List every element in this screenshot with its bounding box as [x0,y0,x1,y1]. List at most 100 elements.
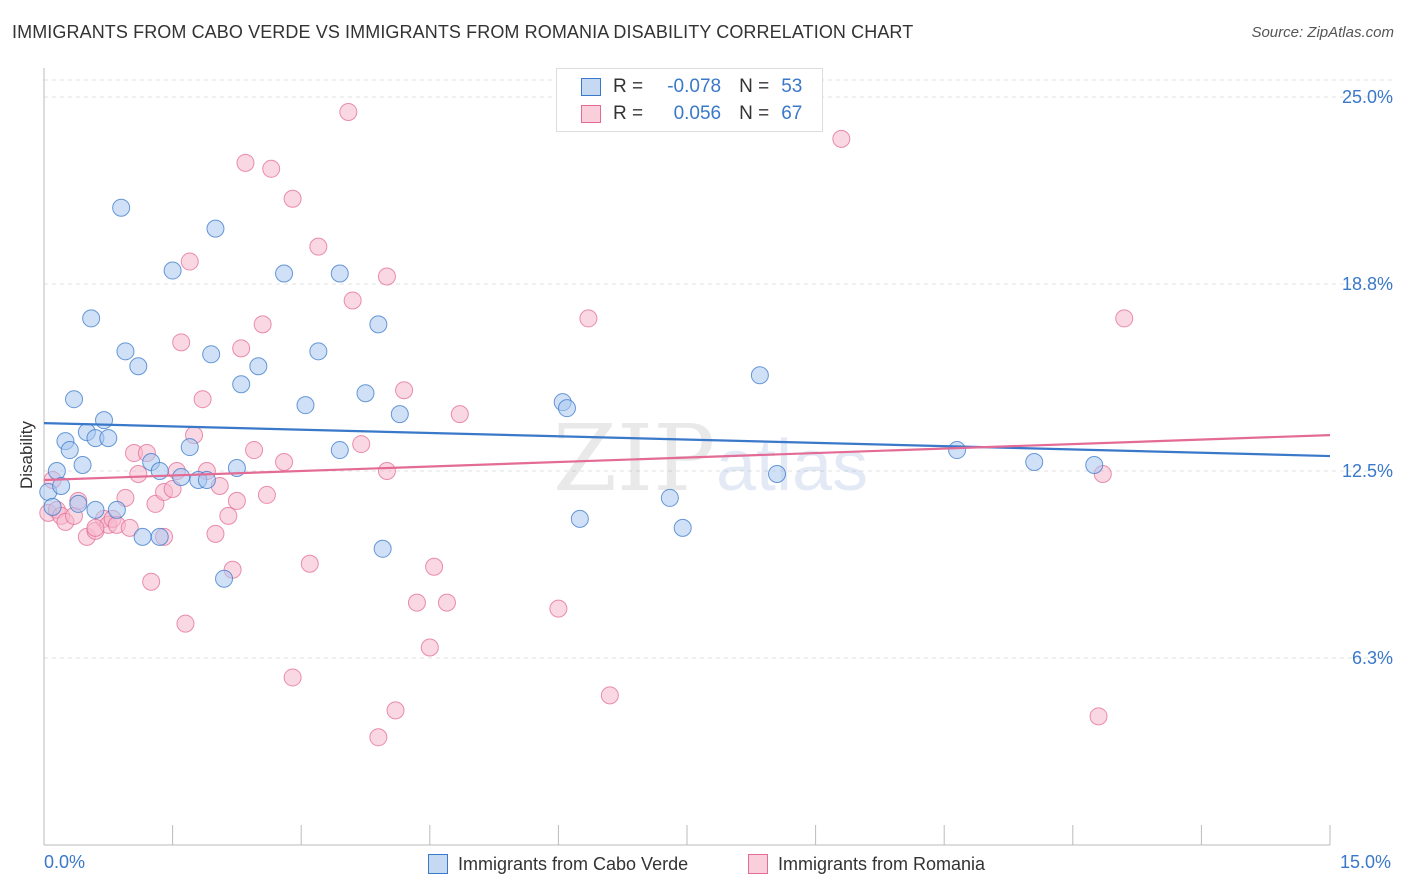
romania-point [339,102,358,121]
cabo-verde-points [39,198,1104,588]
cabo-verde-point [99,429,118,448]
cabo-verde-point [116,342,135,361]
romania-point [262,159,281,178]
cabo-verde-point [570,509,589,528]
cabo-verde-point [129,357,148,376]
romania-point [832,129,851,148]
romania-point [352,435,371,454]
romania-point [257,485,276,504]
legend-n-label: N = [739,76,770,97]
romania-point [343,291,362,310]
cabo-verde-point [197,470,216,489]
romania-point [369,728,388,747]
cabo-verde-point [206,219,225,238]
romania-point [206,524,225,543]
romania-point [309,237,328,256]
cabo-verde-point [948,441,967,460]
chart-title: IMMIGRANTS FROM CABO VERDE VS IMMIGRANTS… [12,22,914,42]
bottom-legend-blue: Immigrants from Cabo Verde [428,852,688,876]
cabo-verde-point [296,396,315,415]
cabo-verde-point [202,345,221,364]
legend-row-pink: R = 0.056 N = 67 [581,102,802,126]
cabo-verde-point [52,476,71,495]
cabo-verde-point [373,539,392,558]
romania-point [129,464,148,483]
romania-point [600,686,619,705]
legend-r-value-pink: 0.056 [673,103,722,124]
romania-point [193,390,212,409]
bottom-legend-label-blue: Immigrants from Cabo Verde [458,853,689,874]
legend-r-label: R = [613,76,644,97]
romania-points [39,102,1134,747]
bottom-legend-swatch-pink [748,854,768,874]
romania-point [425,557,444,576]
legend-swatch-pink [581,105,601,123]
cabo-verde-trend-line [43,422,1331,458]
bottom-legend-pink: Immigrants from Romania [748,852,985,876]
axes [43,68,1331,846]
cabo-verde-point [86,500,105,519]
romania-point [219,506,238,525]
romania-point [176,614,195,633]
watermark-atlas: atlas [716,426,868,506]
cabo-verde-point [107,500,126,519]
cabo-verde-point [330,264,349,283]
romania-point [300,554,319,573]
legend-n-value-pink: 67 [781,103,803,124]
stats-legend: R = -0.078 N = 53 R = 0.056 N = 67 [556,68,823,132]
cabo-verde-point [82,309,101,328]
legend-r-label: R = [613,103,644,124]
cabo-verde-point [275,264,294,283]
cabo-verde-point [163,261,182,280]
romania-point [236,153,255,172]
romania-point [245,441,264,460]
cabo-verde-point [112,198,131,217]
romania-point [377,462,396,480]
romania-point [395,381,414,400]
romania-point [579,309,598,328]
cabo-verde-point [150,527,169,546]
bottom-legend-swatch-blue [428,854,448,874]
romania-point [407,593,426,612]
romania-point [386,701,405,720]
romania-point [232,339,251,358]
x-tick-max: 15.0% [1340,852,1392,872]
romania-point [1089,707,1108,726]
romania-point [1115,309,1134,328]
cabo-verde-point [60,441,79,460]
source-credit: Source: ZipAtlas.com [1251,24,1394,41]
romania-point [180,252,199,271]
romania-point [142,572,161,591]
y-tick-label: 6.3% [1352,648,1393,668]
romania-point [437,593,456,612]
cabo-verde-point [133,527,152,546]
cabo-verde-point [180,438,199,457]
legend-row-blue: R = -0.078 N = 53 [581,75,802,99]
romania-point [172,333,191,352]
cabo-verde-point [673,518,692,537]
cabo-verde-point [557,399,576,418]
bottom-legend-label-pink: Immigrants from Romania [778,853,986,874]
romania-point [283,668,302,687]
legend-n-value-blue: 53 [781,76,803,97]
romania-point [86,518,105,537]
legend-n-label: N = [739,103,770,124]
y-tick-label: 12.5% [1342,461,1393,481]
romania-trend-line [43,433,1331,482]
romania-point [420,638,439,657]
trend-lines [43,422,1331,482]
cabo-verde-point [369,315,388,334]
cabo-verde-point [356,384,375,403]
cabo-verde-point [95,411,114,430]
x-tick-min: 0.0% [44,852,86,872]
cabo-verde-point [660,488,679,507]
cabo-verde-point [1085,456,1104,475]
romania-point [275,453,294,472]
romania-point [227,491,246,510]
legend-r-value-blue: -0.078 [667,76,722,97]
romania-point [450,405,469,424]
cabo-verde-point [215,569,234,588]
cabo-verde-point [390,405,409,424]
romania-point [549,599,568,618]
